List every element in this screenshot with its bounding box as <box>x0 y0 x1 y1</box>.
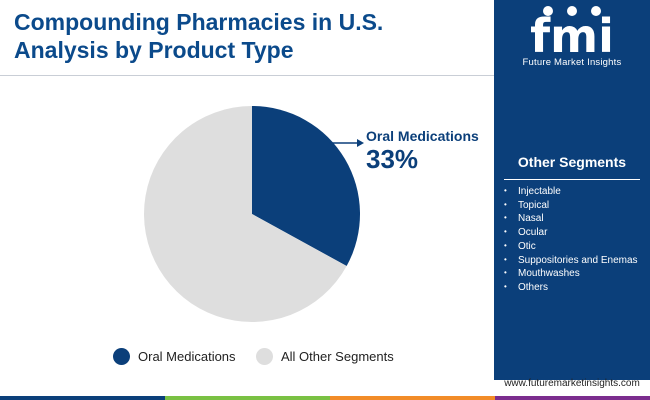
callout-label: Oral Medications <box>366 128 479 144</box>
bottom-bar-segment-1 <box>0 396 165 400</box>
bullet-icon: • <box>504 268 507 278</box>
other-segment-item: • Suppositories and Enemas <box>504 254 638 268</box>
bullet-icon: • <box>504 227 507 237</box>
legend-label-all-other-segments: All Other Segments <box>281 349 394 364</box>
other-segment-label: Topical <box>518 199 550 211</box>
other-segment-label: Nasal <box>518 213 544 225</box>
bullet-icon: • <box>504 240 507 250</box>
other-segment-label: Suppositories and Enemas <box>518 254 638 266</box>
other-segment-item: • Mouthwashes <box>504 267 638 281</box>
logo-subtitle: Future Market Insights <box>522 57 622 68</box>
chart-title: Compounding Pharmacies in U.S. Analysis … <box>14 8 484 64</box>
header-divider <box>0 75 494 76</box>
legend-label-oral-medications: Oral Medications <box>138 349 236 364</box>
other-segment-item: • Others <box>504 281 638 295</box>
other-segment-label: Otic <box>518 240 536 252</box>
logo-text: fmi <box>530 9 614 60</box>
other-segment-item: • Topical <box>504 199 638 213</box>
bullet-icon: • <box>504 199 507 209</box>
other-segments-divider <box>504 179 640 180</box>
other-segment-item: • Injectable <box>504 185 638 199</box>
callout-arrow <box>329 139 364 147</box>
logo-icon-dot-1 <box>543 6 553 16</box>
callout-value: 33% <box>366 144 419 174</box>
bullet-icon: • <box>504 254 507 264</box>
website-url[interactable]: www.futuremarketinsights.com <box>504 378 640 389</box>
bullet-icon: • <box>504 213 507 223</box>
legend-item-oral-medications: Oral Medications <box>113 348 236 365</box>
fmi-logo: fmi Future Market Insights <box>494 0 650 76</box>
logo-icon-dot-3 <box>591 6 601 16</box>
other-segment-label: Others <box>518 281 549 293</box>
pie-slice-oral-medications <box>252 106 360 267</box>
bottom-bar-segment-2 <box>165 396 330 400</box>
logo-icon-dot-2 <box>567 6 577 16</box>
legend-item-all-other-segments: All Other Segments <box>256 348 394 365</box>
chart-title-line-1: Compounding Pharmacies in U.S. <box>14 9 384 35</box>
legend-swatch-all-other-segments <box>256 348 273 365</box>
other-segment-item: • Nasal <box>504 212 638 226</box>
pie-slice-all-other-segments <box>144 105 347 322</box>
bottom-bar-segment-4 <box>495 396 650 400</box>
fmi-logo-mark: fmi <box>530 6 614 63</box>
bullet-icon: • <box>504 281 507 291</box>
other-segment-label: Injectable <box>518 186 561 197</box>
other-segment-item: • Ocular <box>504 226 638 240</box>
pie-chart <box>144 105 364 322</box>
sidebar: fmi Future Market Insights Other Segment… <box>494 0 650 380</box>
bullet-icon: • <box>504 186 507 195</box>
other-segment-label: Mouthwashes <box>518 268 580 280</box>
chart-title-line-2: Analysis by Product Type <box>14 37 294 63</box>
other-segments-list: • Injectable • Topical • Nasal • Ocular • Otic • Su… <box>504 185 638 295</box>
other-segment-item: • Otic <box>504 240 638 254</box>
other-segments-title: Other Segments <box>517 154 627 170</box>
legend-swatch-oral-medications <box>113 348 130 365</box>
pie-slices <box>144 105 360 322</box>
other-segment-label: Ocular <box>518 227 548 239</box>
bottom-bar-segment-3 <box>330 396 495 400</box>
